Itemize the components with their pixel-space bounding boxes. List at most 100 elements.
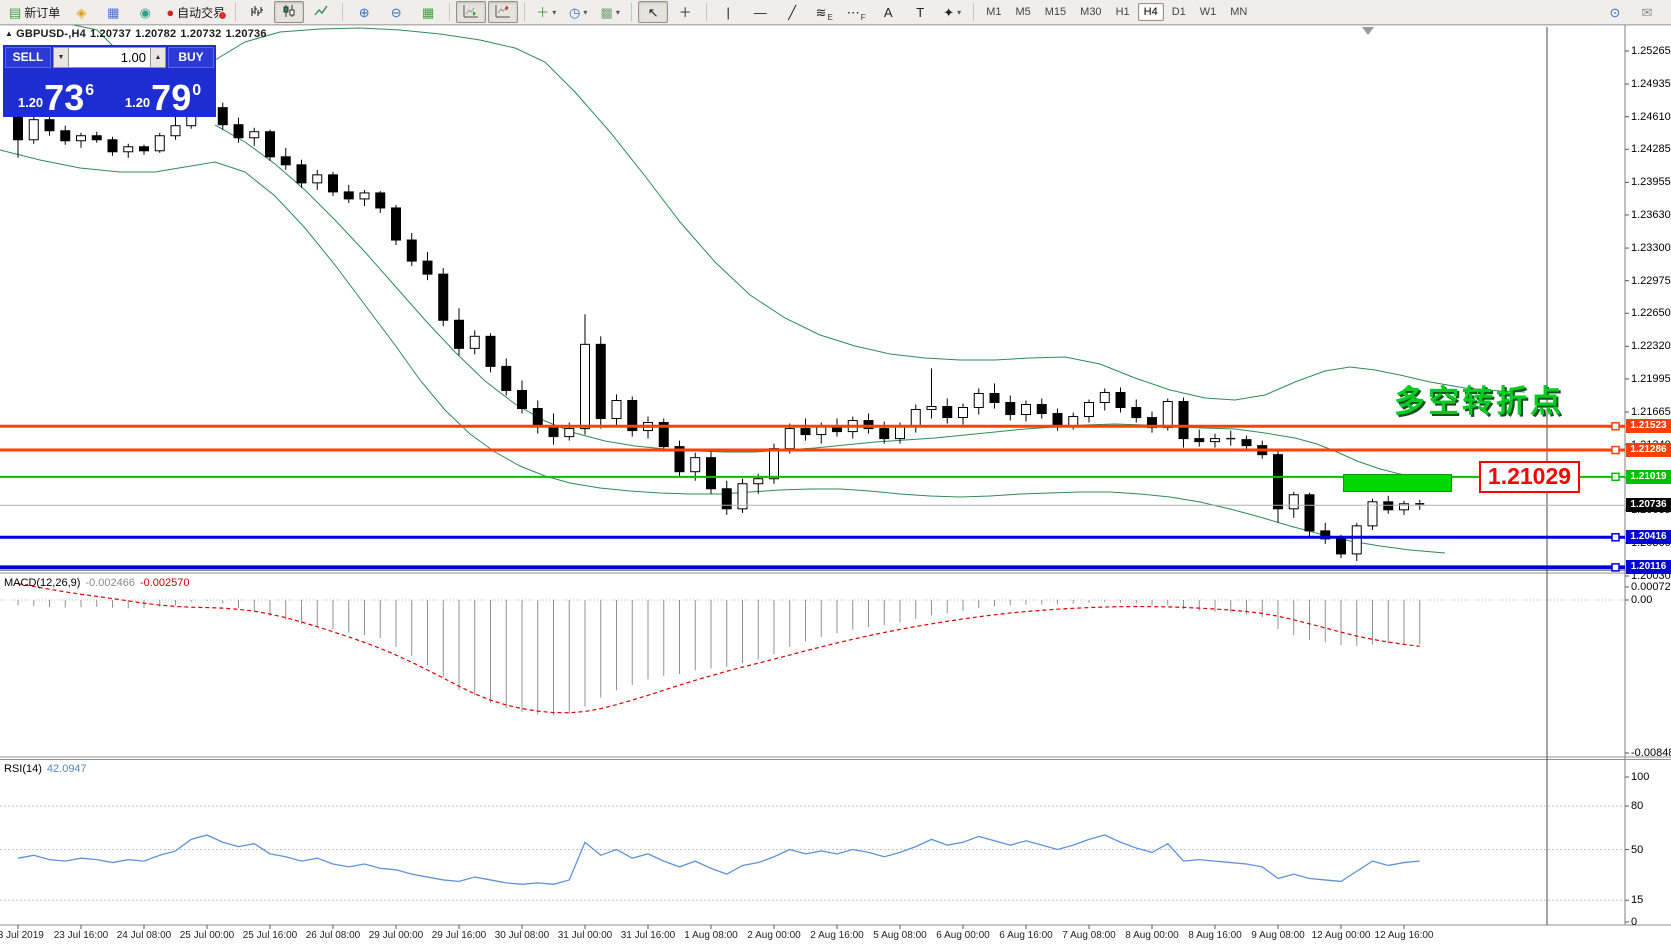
icon-sub-label: E — [827, 13, 833, 22]
line-chart-button[interactable] — [306, 1, 336, 23]
equidistant-channel-button[interactable]: ≋ E — [809, 1, 839, 23]
bar-chart-button[interactable] — [242, 1, 272, 23]
tile-windows-button[interactable]: ▦ — [413, 1, 443, 23]
bollinger-bands — [0, 21, 1526, 554]
chevron-down-icon[interactable]: ▾ — [615, 7, 620, 17]
timeframe-h1[interactable]: H1 — [1115, 6, 1130, 18]
price-tag-annotation[interactable]: 1.21029 — [1479, 461, 1580, 493]
collapse-triangle-icon[interactable]: ▲ — [5, 29, 14, 38]
price-axis-label: 1.24935 — [1631, 78, 1671, 91]
indicators-button[interactable]: ＋ ▾ — [531, 1, 561, 23]
line-chart-icon — [314, 4, 329, 20]
price-line-label-chip: 1.20416 — [1626, 530, 1671, 545]
buy-button[interactable]: BUY — [168, 47, 214, 68]
timeframe-w1[interactable]: W1 — [1199, 6, 1217, 18]
rsi-axis-label: 15 — [1631, 894, 1644, 907]
time-axis-label: 2 Aug 00:00 — [747, 930, 801, 941]
timeframe-m1[interactable]: M1 — [986, 6, 1002, 18]
time-axis-label: 7 Aug 08:00 — [1062, 930, 1116, 941]
price-axis-label: 1.23300 — [1631, 242, 1671, 255]
fibonacci-button[interactable]: ⋯ F — [841, 1, 871, 23]
timeframe-m30[interactable]: M30 — [1080, 6, 1102, 18]
arrows-button[interactable]: ✦ ▾ — [937, 1, 967, 23]
price-line-label-chip: 1.21019 — [1626, 469, 1671, 484]
auto-scroll-button[interactable] — [456, 1, 487, 23]
auto-trading-button[interactable]: ● 自动交易 — [162, 1, 229, 23]
chevron-down-icon[interactable]: ▾ — [957, 7, 962, 17]
chevron-down-icon[interactable]: ▾ — [583, 7, 588, 17]
ohlc-high: 1.20782 — [135, 28, 177, 40]
price-line-label-chip: 1.21286 — [1626, 443, 1671, 458]
zoom-out-button[interactable]: ⊖ — [381, 1, 411, 23]
timeframe-mn[interactable]: MN — [1230, 6, 1248, 18]
price-axis-label: 1.22975 — [1631, 274, 1671, 287]
turning-point-annotation[interactable]: 多空转折点 — [1394, 384, 1564, 419]
line-handle[interactable] — [1611, 445, 1620, 455]
macd-axis-label: -0.00848 — [1631, 747, 1671, 759]
chat-button[interactable]: ✉ — [1632, 1, 1662, 23]
buy-price-small: 1.20 — [124, 95, 151, 110]
crosshair-button[interactable]: ＋ — [670, 1, 700, 23]
line-handle[interactable] — [1611, 422, 1620, 431]
time-axis-label: 26 Jul 08:00 — [305, 930, 361, 941]
sell-button[interactable]: SELL — [5, 47, 51, 68]
text-label-icon: T — [916, 4, 925, 20]
main-toolbar: ▤ 新订单 ◈ ▦ ◉ ● 自动交易 ⊕ ⊖ ▦ ＋ ▾ ◷ ▾ ▩ ▾ ↖ ＋ | — ╱ ≋ E ⋯ F A T ✦ ▾ M1 M5 M1… — [0, 0, 1671, 25]
bollinger-upper-band — [59, 21, 1526, 401]
ohlc-close: 1.20736 — [225, 28, 267, 40]
vertical-line-button[interactable]: | — [713, 1, 743, 23]
line-handle[interactable] — [1611, 533, 1620, 542]
buy-price-display[interactable]: 1.20 79 0 — [112, 70, 214, 117]
price-axis-label: 1.21995 — [1631, 372, 1671, 385]
trendline-button[interactable]: ╱ — [777, 1, 807, 23]
chevron-down-icon[interactable]: ▾ — [552, 7, 557, 17]
rsi-axis-label: 0 — [1631, 916, 1638, 928]
time-axis-label: 8 Aug 00:00 — [1125, 930, 1179, 941]
text-button[interactable]: A — [873, 1, 903, 23]
new-order-button[interactable]: ▤ 新订单 — [5, 1, 64, 23]
chart-shift-icon — [495, 4, 511, 20]
buy-price-big: 79 — [151, 77, 192, 119]
price-axis-label: 1.24285 — [1631, 143, 1671, 156]
auto-trading-status-icon — [218, 11, 228, 20]
one-click-trade-panel: SELL ▼ ▲ BUY 1.20 73 6 1.20 79 0 — [3, 45, 216, 117]
rsi-axis-label: 100 — [1631, 771, 1650, 783]
templates-button[interactable]: ▩ ▾ — [595, 1, 625, 23]
navigator-icon: ◉ — [139, 4, 151, 20]
horizontal-line-button[interactable]: — — [745, 1, 775, 23]
chart-shift-marker-icon[interactable] — [1362, 27, 1374, 35]
timeframe-h4[interactable]: H4 — [1137, 3, 1164, 21]
cursor-button[interactable]: ↖ — [638, 1, 669, 23]
chart-shift-button[interactable] — [488, 1, 519, 23]
time-axis-label: 12 Aug 00:00 — [1311, 930, 1371, 941]
data-window-button[interactable]: ▦ — [98, 1, 128, 23]
search-button[interactable]: ⊙ — [1600, 1, 1630, 23]
text-label-button[interactable]: T — [905, 1, 935, 23]
highlight-rectangle[interactable] — [1343, 474, 1452, 492]
market-watch-button[interactable]: ◈ — [66, 1, 96, 23]
volume-input[interactable] — [69, 48, 150, 67]
volume-decrease-button[interactable]: ▼ — [53, 47, 69, 68]
volume-increase-button[interactable]: ▲ — [150, 47, 166, 68]
zoom-in-button[interactable]: ⊕ — [349, 1, 379, 23]
rsi-layer — [0, 805, 1625, 901]
price-axis-label: 1.21665 — [1631, 406, 1671, 419]
navigator-button[interactable]: ◉ — [130, 1, 160, 23]
timeframe-m5[interactable]: M5 — [1015, 6, 1031, 18]
indicators-icon: ＋ — [536, 4, 550, 20]
time-axis-label: 31 Jul 00:00 — [557, 930, 613, 941]
timeframe-d1[interactable]: D1 — [1171, 6, 1186, 18]
sell-price-big: 73 — [44, 77, 85, 119]
sell-price-display[interactable]: 1.20 73 6 — [5, 70, 107, 117]
line-handle[interactable] — [1611, 472, 1620, 482]
price-line-label-chip: 1.20116 — [1626, 560, 1671, 575]
candlestick-chart-button[interactable] — [274, 1, 305, 23]
text-icon: A — [883, 4, 893, 20]
line-handle[interactable] — [1611, 563, 1620, 572]
bollinger-lower-band — [0, 149, 1446, 554]
time-axis-label: 25 Jul 16:00 — [242, 930, 298, 941]
timeframe-m15[interactable]: M15 — [1044, 6, 1067, 18]
periods-button[interactable]: ◷ ▾ — [563, 1, 593, 23]
toolbar-separator — [706, 3, 708, 21]
